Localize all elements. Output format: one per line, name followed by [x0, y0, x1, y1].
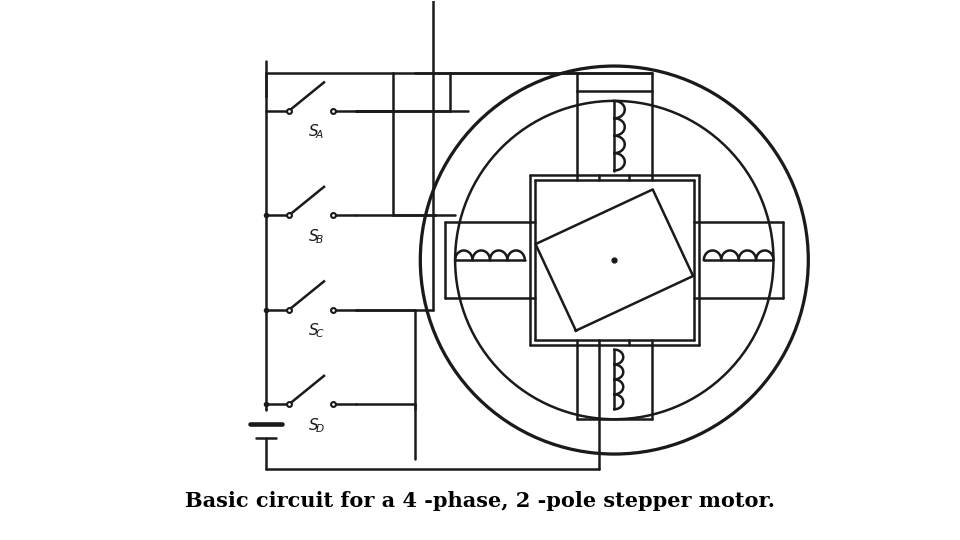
Text: $S_{\!A}$: $S_{\!A}$ [308, 123, 324, 141]
Text: $S_{\!D}$: $S_{\!D}$ [308, 416, 325, 435]
Text: $S_{\!C}$: $S_{\!C}$ [308, 322, 325, 340]
Text: $S_{\!B}$: $S_{\!B}$ [308, 227, 324, 246]
Text: Basic circuit for a 4 -phase, 2 -pole stepper motor.: Basic circuit for a 4 -phase, 2 -pole st… [185, 491, 775, 511]
